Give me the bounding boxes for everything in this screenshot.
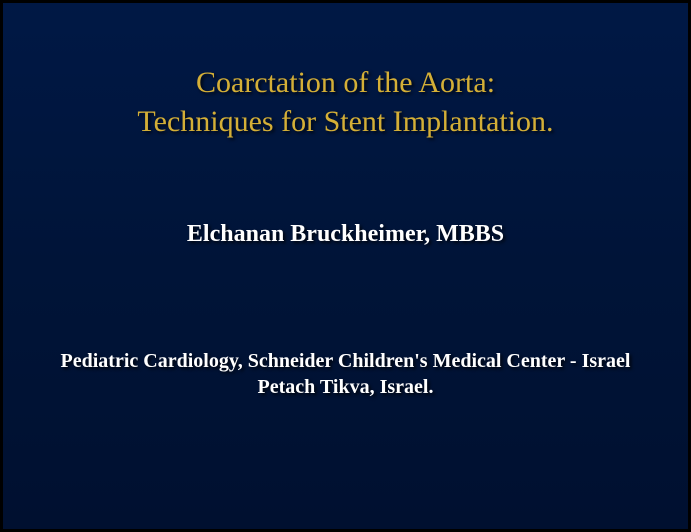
title-line-2: Techniques for Stent Implantation.	[137, 102, 553, 141]
author-block: Elchanan Bruckheimer, MBBS	[187, 221, 504, 248]
author-name: Elchanan Bruckheimer, MBBS	[187, 221, 504, 248]
title-line-1: Coarctation of the Aorta:	[137, 63, 553, 102]
affiliation-block: Pediatric Cardiology, Schneider Children…	[61, 348, 631, 400]
affiliation-line-2: Petach Tikva, Israel.	[61, 374, 631, 400]
affiliation-line-1: Pediatric Cardiology, Schneider Children…	[61, 348, 631, 374]
slide-container: Coarctation of the Aorta: Techniques for…	[0, 0, 691, 532]
title-block: Coarctation of the Aorta: Techniques for…	[137, 63, 553, 141]
